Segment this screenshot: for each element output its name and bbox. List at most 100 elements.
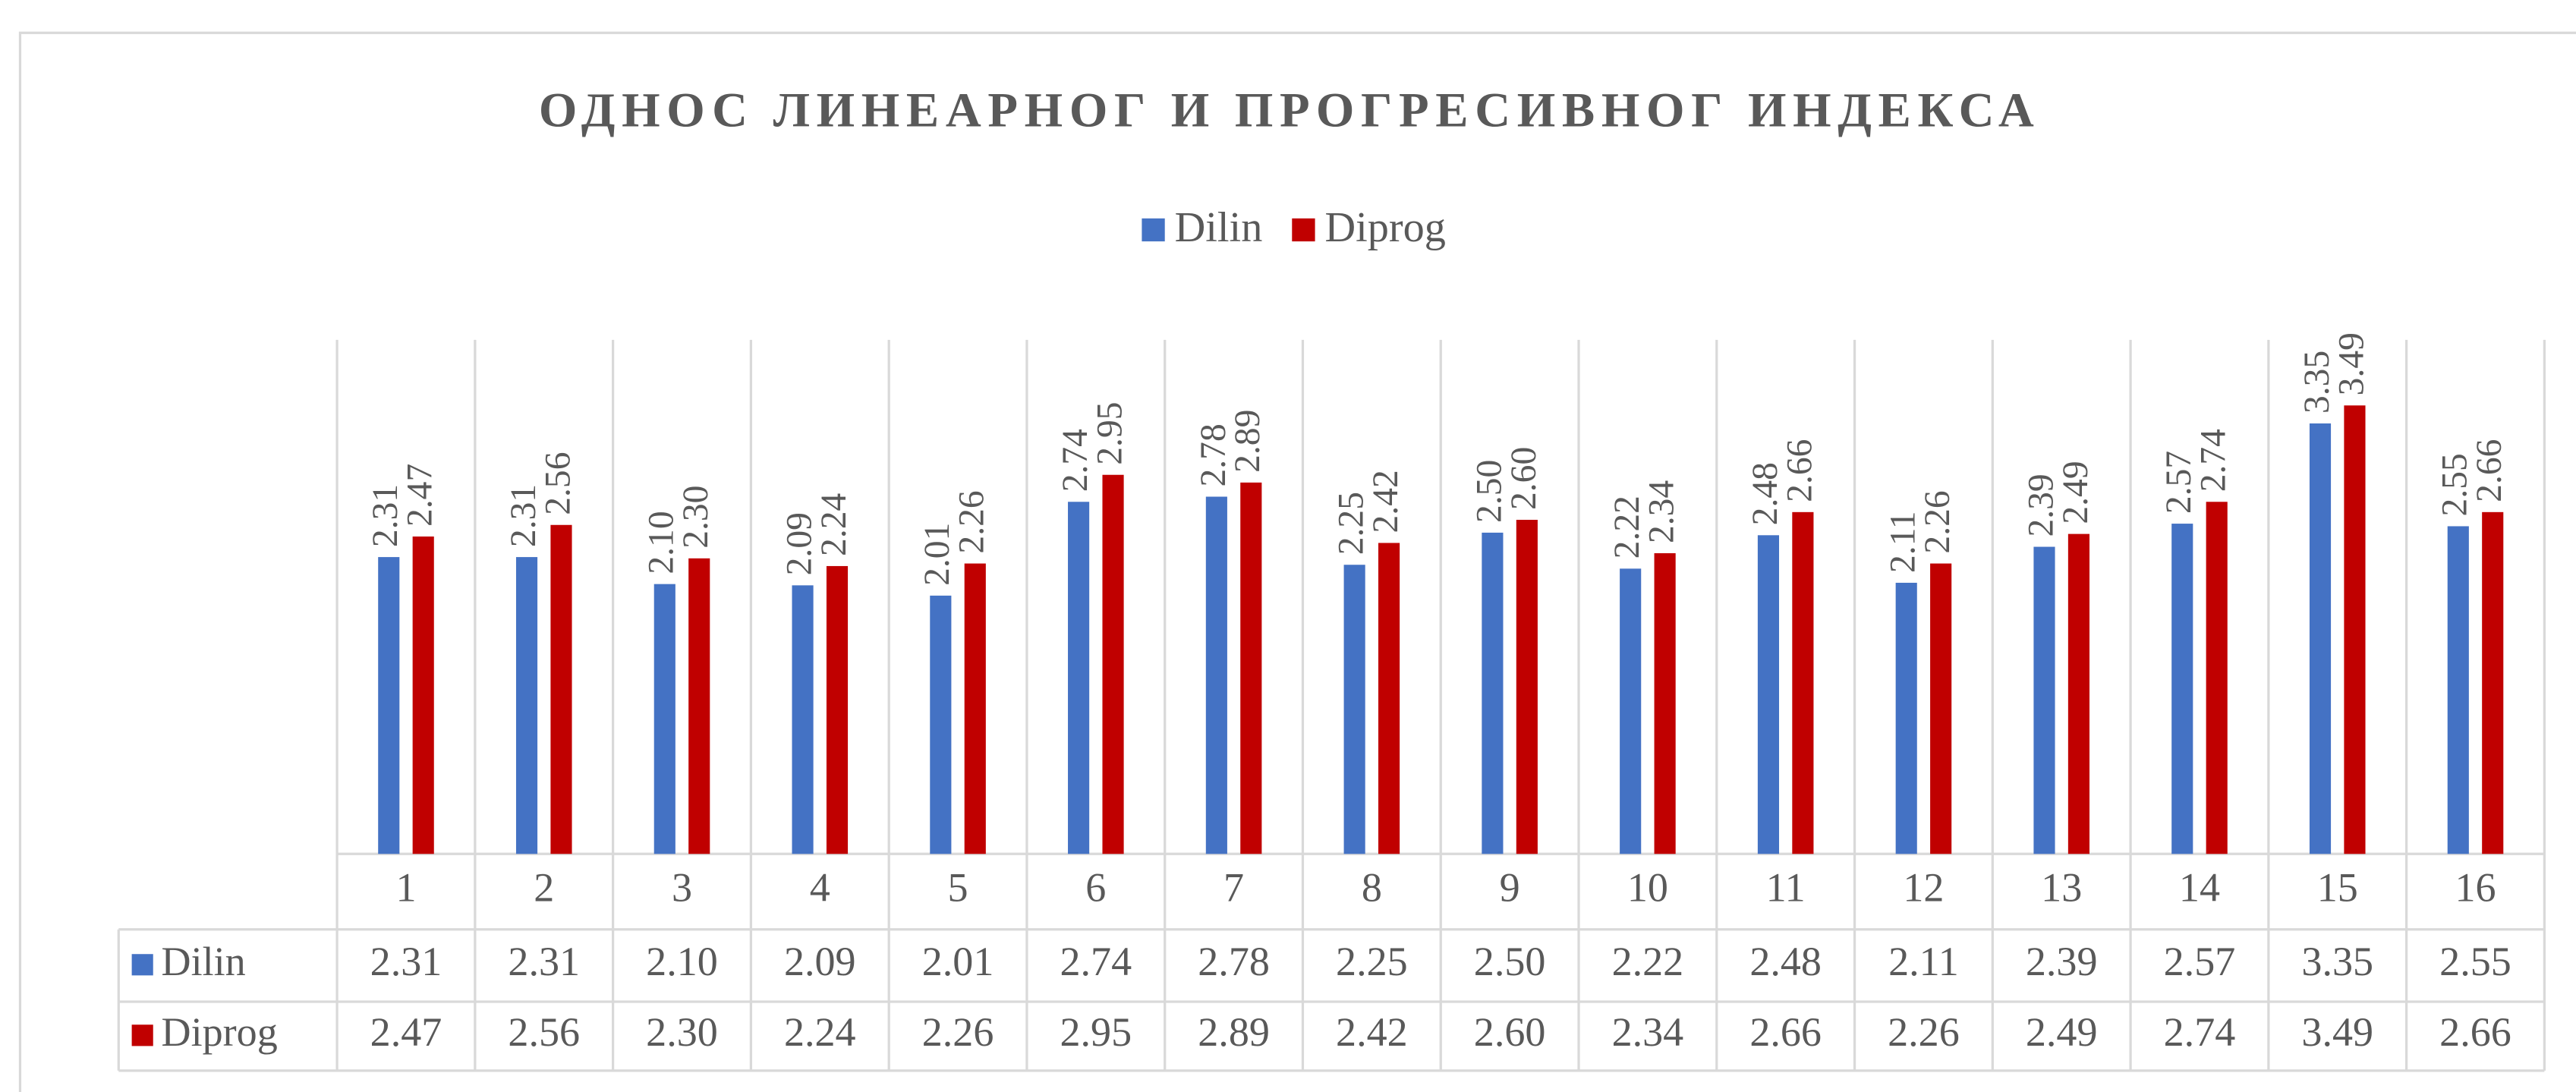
x-tick-label: 6 bbox=[1085, 864, 1106, 910]
data-label: 2.49 bbox=[2056, 461, 2096, 524]
bar bbox=[1343, 565, 1365, 854]
bar bbox=[2344, 405, 2366, 854]
table-cell: 2.60 bbox=[1474, 1009, 1546, 1055]
bar bbox=[1482, 532, 1504, 854]
table-cell: 2.48 bbox=[1749, 939, 1822, 984]
x-tick-label: 13 bbox=[2041, 864, 2082, 910]
bar bbox=[1240, 482, 1262, 854]
table-cell: 2.57 bbox=[2164, 939, 2236, 984]
table-cell: 2.26 bbox=[922, 1009, 994, 1055]
bar bbox=[1205, 496, 1227, 854]
x-tick-label: 11 bbox=[1766, 864, 1806, 910]
bar bbox=[2206, 502, 2228, 854]
bar bbox=[826, 565, 849, 854]
x-tick-label: 7 bbox=[1223, 864, 1244, 910]
table-cell: 2.47 bbox=[370, 1009, 442, 1055]
bar bbox=[1068, 502, 1090, 854]
x-tick-label: 3 bbox=[672, 864, 692, 910]
data-label: 2.31 bbox=[366, 484, 405, 547]
bar bbox=[2447, 526, 2469, 854]
x-tick-label: 5 bbox=[948, 864, 968, 910]
table-cell: 2.31 bbox=[370, 939, 442, 984]
table-cell: 2.49 bbox=[2026, 1009, 2098, 1055]
bar bbox=[930, 595, 952, 854]
bar bbox=[1792, 511, 1814, 854]
table-key bbox=[131, 954, 153, 976]
data-label: 2.95 bbox=[1090, 401, 1129, 464]
x-tick-label: 15 bbox=[2317, 864, 2358, 910]
table-cell: 2.24 bbox=[784, 1009, 856, 1055]
table-cell: 2.74 bbox=[1060, 939, 1132, 984]
bar bbox=[1654, 553, 1676, 854]
table-cell: 2.66 bbox=[2439, 1009, 2511, 1055]
table-cell: 2.11 bbox=[1888, 939, 1959, 984]
bar bbox=[964, 563, 986, 854]
bar bbox=[688, 558, 710, 854]
table-cell: 2.31 bbox=[508, 939, 580, 984]
x-tick-label: 10 bbox=[1627, 864, 1668, 910]
table-cell: 2.89 bbox=[1198, 1009, 1270, 1055]
data-label: 2.42 bbox=[1366, 470, 1406, 533]
data-label: 2.34 bbox=[1642, 480, 1682, 543]
table-cell: 2.95 bbox=[1060, 1009, 1132, 1055]
table-cell: 2.56 bbox=[508, 1009, 580, 1055]
data-label: 2.74 bbox=[1056, 429, 1095, 492]
data-label: 2.78 bbox=[1194, 423, 1233, 486]
table-cell: 2.22 bbox=[1612, 939, 1684, 984]
bar bbox=[2482, 511, 2504, 854]
table-cell: 2.42 bbox=[1336, 1009, 1408, 1055]
table-cell: 2.74 bbox=[2164, 1009, 2236, 1055]
bar bbox=[2067, 533, 2089, 854]
table-cell: 2.26 bbox=[1888, 1009, 1960, 1055]
table-cell: 2.34 bbox=[1612, 1009, 1684, 1055]
legend-swatch bbox=[1142, 218, 1165, 242]
data-label: 2.30 bbox=[676, 486, 716, 549]
bar bbox=[515, 557, 538, 854]
x-tick-label: 16 bbox=[2455, 864, 2496, 910]
bar bbox=[1516, 519, 1538, 854]
data-label: 2.66 bbox=[2470, 439, 2509, 502]
bar bbox=[550, 524, 572, 854]
data-label: 2.26 bbox=[953, 490, 992, 553]
table-cell: 2.30 bbox=[646, 1009, 718, 1055]
data-label: 2.66 bbox=[1780, 439, 1819, 502]
bar bbox=[2033, 546, 2055, 854]
table-cell: 2.50 bbox=[1474, 939, 1546, 984]
x-tick-label: 1 bbox=[395, 864, 416, 910]
data-label: 2.10 bbox=[642, 511, 682, 574]
legend-label: Dilin bbox=[1175, 204, 1263, 251]
table-row-label: Dilin bbox=[162, 939, 246, 984]
x-tick-label: 4 bbox=[810, 864, 830, 910]
table-cell: 2.25 bbox=[1336, 939, 1408, 984]
data-label: 2.74 bbox=[2194, 429, 2234, 492]
legend-label: Diprog bbox=[1325, 204, 1446, 251]
data-label: 2.55 bbox=[2436, 453, 2475, 516]
data-label: 2.09 bbox=[779, 512, 819, 575]
data-label: 2.31 bbox=[504, 484, 543, 547]
data-label: 2.22 bbox=[1608, 496, 1647, 559]
bar bbox=[1378, 543, 1400, 854]
x-tick-label: 2 bbox=[534, 864, 554, 910]
x-tick-label: 14 bbox=[2179, 864, 2220, 910]
bar bbox=[1620, 568, 1642, 854]
chart-title: ОДНОС ЛИНЕАРНОГ И ПРОГРЕСИВНОГ ИНДЕКСА bbox=[539, 83, 2041, 137]
data-label: 2.57 bbox=[2159, 451, 2199, 514]
data-label: 2.24 bbox=[814, 493, 854, 555]
data-label: 2.01 bbox=[918, 523, 957, 586]
data-label: 2.39 bbox=[2021, 474, 2061, 537]
bar bbox=[412, 536, 434, 854]
data-label: 2.89 bbox=[1228, 410, 1268, 473]
bar bbox=[2171, 524, 2193, 854]
bar bbox=[1757, 535, 1780, 854]
data-label: 2.11 bbox=[1884, 511, 1923, 573]
table-cell: 2.10 bbox=[646, 939, 718, 984]
table-key bbox=[131, 1024, 153, 1046]
table-cell: 2.55 bbox=[2439, 939, 2511, 984]
table-cell: 3.35 bbox=[2301, 939, 2373, 984]
data-label: 2.25 bbox=[1332, 492, 1371, 555]
bar bbox=[792, 585, 814, 854]
bar bbox=[653, 584, 675, 854]
data-label: 2.48 bbox=[1746, 462, 1785, 525]
table-cell: 2.09 bbox=[784, 939, 856, 984]
x-tick-label: 9 bbox=[1500, 864, 1520, 910]
